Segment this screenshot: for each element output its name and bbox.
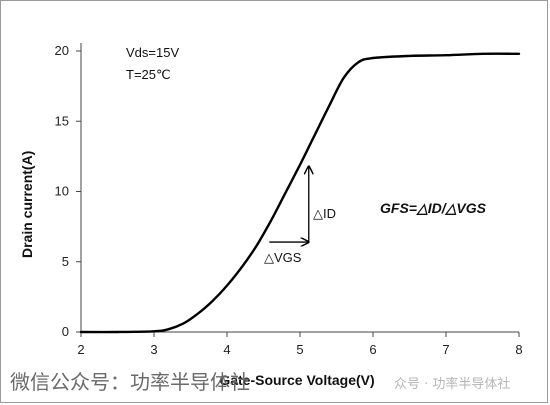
delta-vgs-label: △VGS: [264, 250, 302, 265]
x-ticks: 2 3 4 5 6 7 8: [77, 332, 523, 357]
x-tick-label: 8: [515, 342, 522, 357]
condition-temp: T=25℃: [126, 67, 171, 82]
x-axis-title: Gate-Source Voltage(V): [219, 372, 374, 388]
x-tick-label: 3: [150, 342, 157, 357]
watermark-left: 微信公众号：功率半导体社: [10, 370, 250, 394]
y-tick-label: 10: [55, 184, 69, 199]
delta-id-label: △ID: [313, 206, 336, 221]
y-ticks: 0 5 10 15 20: [55, 43, 81, 339]
x-tick-label: 5: [296, 342, 303, 357]
y-tick-label: 5: [62, 254, 69, 269]
x-tick-label: 2: [77, 342, 84, 357]
y-tick-label: 15: [55, 113, 69, 128]
condition-vds: Vds=15V: [126, 45, 179, 60]
watermark-right: 众号 · 功率半导体社: [394, 376, 510, 392]
gfs-formula: GFS=△ID/△VGS: [380, 200, 487, 216]
id-vgs-curve: [79, 52, 521, 334]
x-tick-label: 4: [223, 342, 230, 357]
y-tick-label: 20: [55, 43, 69, 58]
x-tick-label: 7: [442, 342, 449, 357]
y-axis-title: Drain current(A): [19, 151, 35, 258]
x-tick-label: 6: [369, 342, 376, 357]
y-tick-label: 0: [62, 324, 69, 339]
